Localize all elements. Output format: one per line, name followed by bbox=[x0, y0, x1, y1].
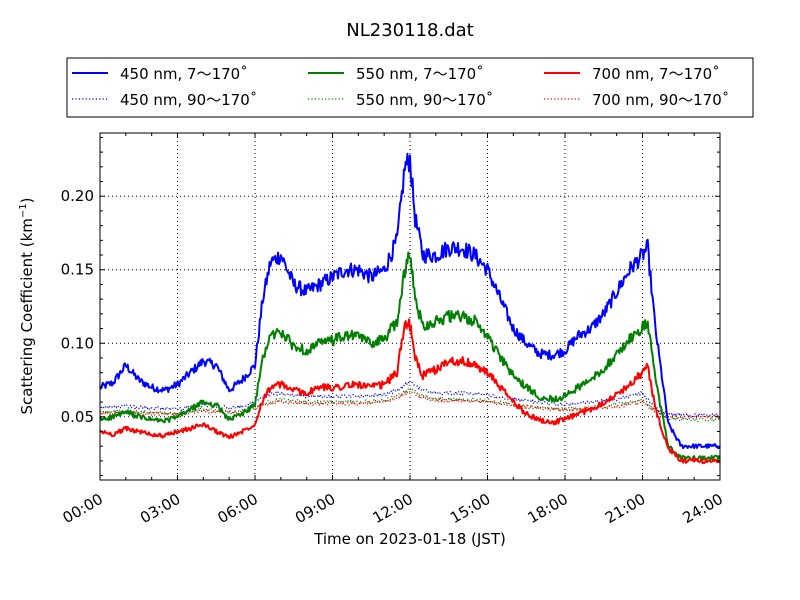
y-tick-label: 0.15 bbox=[61, 261, 94, 279]
y-axis-label-main: Scattering Coefficient (km bbox=[18, 218, 36, 414]
series-line bbox=[99, 152, 721, 450]
x-tick-label: 06:00 bbox=[215, 490, 261, 527]
x-tick-label: 03:00 bbox=[137, 490, 183, 527]
x-tick-label: 15:00 bbox=[447, 490, 493, 527]
series-line bbox=[99, 390, 721, 420]
legend: 450 nm, 7～170˚ 550 nm, 7～170˚ 700 nm, 7～17… bbox=[66, 57, 754, 118]
y-axis-label: Scattering Coefficient (km−1) bbox=[18, 197, 36, 414]
series-layer bbox=[99, 152, 721, 465]
legend-label: 450 nm, 7～170˚ bbox=[120, 65, 248, 83]
series-line bbox=[99, 318, 721, 465]
y-tick-label: 0.05 bbox=[61, 408, 94, 426]
legend-label: 550 nm, 90～170˚ bbox=[356, 91, 493, 109]
x-tick-label: 21:00 bbox=[602, 490, 648, 527]
x-tick-label: 12:00 bbox=[370, 490, 416, 527]
y-axis-tick-labels: 0.05 0.10 0.15 0.20 bbox=[61, 187, 94, 426]
chart-title: NL230118.dat bbox=[346, 20, 473, 41]
legend-label: 700 nm, 90～170˚ bbox=[592, 91, 729, 109]
x-tick-label: 00:00 bbox=[60, 490, 106, 527]
axis-ticks bbox=[99, 133, 721, 480]
legend-label: 550 nm, 7～170˚ bbox=[356, 65, 484, 83]
y-axis-label-tail: ) bbox=[18, 197, 36, 203]
grid bbox=[100, 133, 720, 480]
x-axis-label: Time on 2023-01-18 (JST) bbox=[313, 530, 506, 548]
legend-frame bbox=[66, 57, 754, 118]
series-line bbox=[99, 379, 721, 418]
series-line bbox=[99, 251, 721, 462]
legend-label: 700 nm, 7～170˚ bbox=[592, 65, 720, 83]
y-tick-label: 0.20 bbox=[61, 187, 94, 205]
x-axis-tick-labels: 00:00 03:00 06:00 09:00 12:00 15:00 18:00 21:00… bbox=[60, 490, 726, 527]
legend-label: 450 nm, 90～170˚ bbox=[120, 91, 257, 109]
x-tick-label: 24:00 bbox=[680, 490, 726, 527]
x-tick-label: 09:00 bbox=[292, 490, 338, 527]
y-axis-label-superscript: −1 bbox=[18, 203, 29, 218]
y-tick-label: 0.10 bbox=[61, 334, 94, 352]
x-tick-label: 18:00 bbox=[525, 490, 571, 527]
